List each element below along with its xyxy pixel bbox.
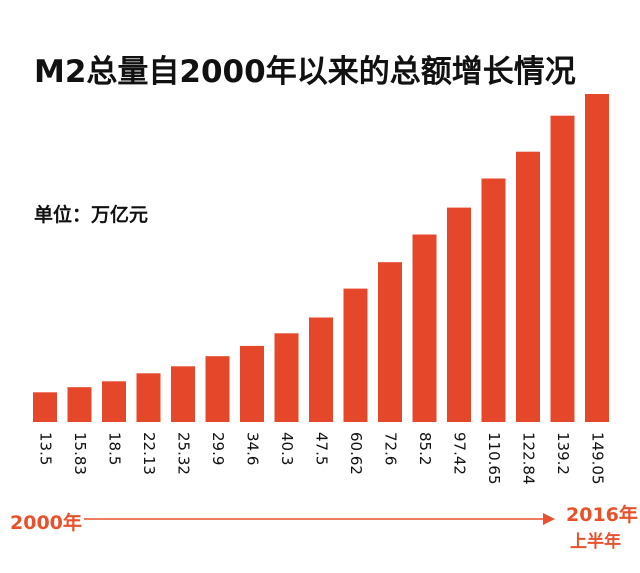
bar-value-label: 139.2	[554, 432, 572, 475]
bar	[447, 207, 471, 422]
bar	[309, 317, 333, 422]
bar	[378, 262, 402, 422]
bar-value-label: 149.05	[589, 432, 607, 485]
bar	[102, 381, 126, 422]
bar	[205, 356, 230, 422]
bar-value-label: 15.83	[71, 432, 89, 475]
bar-value-label: 25.32	[175, 432, 193, 475]
bar-value-label: 110.65	[485, 432, 503, 485]
bar	[67, 387, 92, 422]
timeline-start-label: 2000年	[10, 512, 82, 534]
bar-value-label: 40.3	[278, 432, 296, 465]
unit-label: 单位：万亿元	[34, 204, 149, 226]
bar	[171, 366, 195, 422]
timeline-end-sublabel: 上半年	[570, 532, 621, 552]
bar	[516, 151, 540, 422]
bar-value-label: 22.13	[140, 432, 158, 475]
bar	[412, 234, 437, 422]
bar-value-label: 13.5	[37, 432, 55, 465]
bar	[343, 288, 368, 422]
bar	[550, 115, 575, 422]
bar-value-label: 18.5	[106, 432, 124, 465]
bar-value-label: 72.6	[382, 432, 400, 465]
chart-title: M2总量自2000年以来的总额增长情况	[34, 54, 576, 90]
bar-value-label: 97.42	[451, 432, 469, 475]
bar	[33, 392, 57, 422]
bar	[136, 373, 161, 422]
bar-value-label: 34.6	[244, 432, 262, 465]
bar-value-label: 122.84	[520, 432, 538, 485]
bar-value-label: 29.9	[209, 432, 227, 465]
bar	[240, 345, 264, 422]
bar	[585, 94, 609, 422]
bar-value-label: 60.62	[347, 432, 365, 475]
bar-value-label: 47.5	[313, 432, 331, 465]
timeline-end-label: 2016年	[566, 504, 638, 526]
bar	[481, 178, 506, 422]
bar	[274, 333, 299, 422]
bar-value-label: 85.2	[416, 432, 434, 465]
